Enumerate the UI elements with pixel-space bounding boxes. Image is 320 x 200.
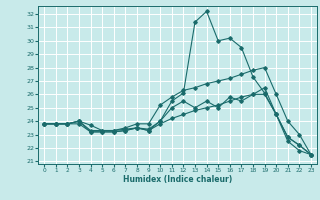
X-axis label: Humidex (Indice chaleur): Humidex (Indice chaleur) bbox=[123, 175, 232, 184]
